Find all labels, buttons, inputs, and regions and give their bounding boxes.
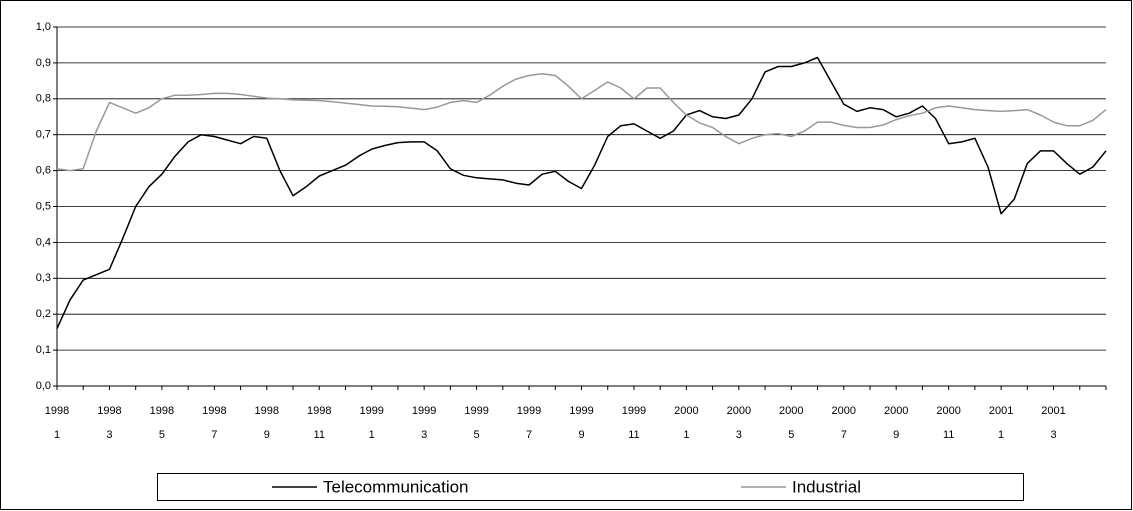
- x-tick-month: 7: [211, 429, 217, 441]
- x-tick-year: 1998: [97, 405, 121, 417]
- series-line: [56, 72, 1107, 172]
- x-tick-year: 1999: [517, 405, 541, 417]
- y-tick-label: 0,7: [36, 129, 51, 141]
- y-tick-label: 0,8: [36, 93, 51, 105]
- x-tick-month: 3: [421, 429, 427, 441]
- y-tick-label: 0,9: [36, 57, 51, 69]
- x-tick-month: 11: [314, 429, 325, 441]
- x-tick-month: 5: [788, 429, 794, 441]
- x-tick-month: 7: [526, 429, 532, 441]
- x-tick-year: 1999: [464, 405, 488, 417]
- x-tick-month: 11: [628, 429, 639, 441]
- x-tick-month: 1: [54, 429, 60, 441]
- legend-box: [157, 473, 1024, 501]
- x-tick-year: 1999: [622, 405, 646, 417]
- y-tick-label: 0,6: [36, 165, 51, 177]
- x-tick-year: 1998: [45, 405, 69, 417]
- x-tick-year: 2000: [779, 405, 803, 417]
- x-tick-year: 1999: [569, 405, 593, 417]
- x-tick-year: 2000: [936, 405, 960, 417]
- x-tick-month: 3: [106, 429, 112, 441]
- x-tick-month: 9: [893, 429, 899, 441]
- y-tick-label: 1,0: [36, 21, 51, 33]
- x-tick-month: 1: [683, 429, 689, 441]
- x-tick-month: 9: [264, 429, 270, 441]
- x-tick-year: 1998: [255, 405, 279, 417]
- x-tick-month: 3: [1050, 429, 1056, 441]
- x-tick-year: 2001: [989, 405, 1013, 417]
- legend-label: Industrial: [792, 477, 861, 496]
- y-tick-label: 0,2: [36, 308, 51, 320]
- y-tick-label: 0,3: [36, 272, 51, 284]
- series-line: [56, 56, 1107, 329]
- x-tick-year: 1998: [150, 405, 174, 417]
- x-tick-year: 1999: [412, 405, 436, 417]
- x-tick-year: 2000: [727, 405, 751, 417]
- x-tick-month: 5: [159, 429, 165, 441]
- x-tick-month: 7: [841, 429, 847, 441]
- y-tick-label: 0,0: [36, 380, 51, 392]
- x-tick-month: 9: [578, 429, 584, 441]
- x-tick-month: 1: [998, 429, 1004, 441]
- x-tick-year: 2000: [674, 405, 698, 417]
- y-tick-label: 0,4: [36, 236, 51, 248]
- x-tick-year: 2000: [884, 405, 908, 417]
- x-tick-year: 1999: [359, 405, 383, 417]
- legend-label: Telecommunication: [323, 477, 469, 496]
- x-tick-month: 11: [943, 429, 954, 441]
- x-tick-month: 5: [474, 429, 480, 441]
- y-tick-label: 0,1: [36, 344, 51, 356]
- x-tick-year: 2000: [832, 405, 856, 417]
- x-tick-year: 1998: [307, 405, 331, 417]
- y-tick-label: 0,5: [36, 200, 51, 212]
- x-tick-year: 1998: [202, 405, 226, 417]
- x-tick-month: 1: [369, 429, 375, 441]
- x-tick-year: 2001: [1041, 405, 1065, 417]
- x-tick-month: 3: [736, 429, 742, 441]
